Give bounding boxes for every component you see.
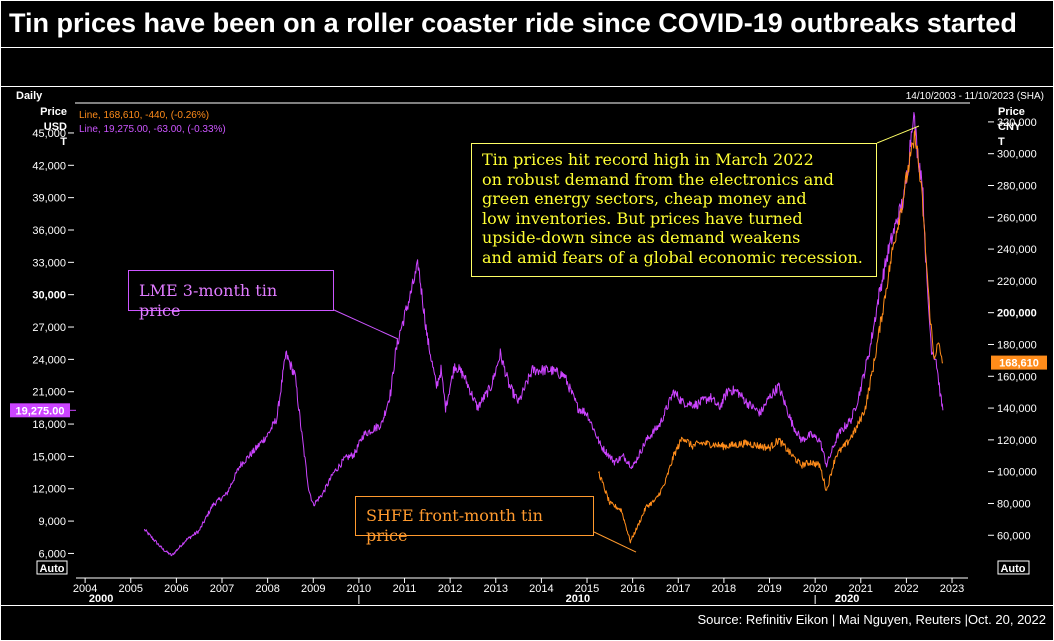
x-axis: 2004 2005 2006 2007 2008 2009 2010 2011 2012 2013… (73, 577, 968, 605)
left-tick-label: 45,000 (32, 128, 66, 140)
left-auto-label: Auto (39, 563, 64, 575)
lme-callout-text: LME 3-month tin price (139, 281, 278, 320)
x-tick-label: 2005 (119, 583, 143, 595)
decade-label: 2000 (89, 593, 113, 605)
shfe-callout-text: SHFE front-month tin price (366, 506, 543, 545)
decade-label: 2010 (566, 593, 590, 605)
note-line: upside-down since as demand weakens (482, 228, 801, 247)
x-tick-label: 2018 (712, 583, 736, 595)
note-line: and amid fears of a global economic rece… (482, 247, 863, 267)
right-tick-label: 260,000 (997, 212, 1037, 224)
right-tick-label: 120,000 (997, 435, 1037, 447)
x-tick-label: 2010 (347, 583, 371, 595)
note-line: low inventories. But prices have turned (482, 208, 803, 228)
note-line: Tin prices hit record high in March 2022 (482, 150, 814, 169)
right-axis-label-line: Price (998, 106, 1025, 118)
shfe-callout: SHFE front-month tin price (355, 496, 594, 545)
x-tick-label: 2014 (529, 583, 553, 595)
x-tick-label: 2004 (73, 583, 97, 595)
date-range-label: 14/10/2003 - 11/10/2023 (SHA) (906, 91, 1044, 102)
x-tick-label: 2019 (757, 583, 781, 595)
right-tick-label: 300,000 (997, 149, 1037, 161)
right-tick-label: 80,000 (997, 498, 1031, 510)
x-tick-label: 2023 (940, 583, 964, 595)
right-tick-label: 240,000 (997, 244, 1037, 256)
x-tick-label: 2022 (894, 583, 918, 595)
right-auto-button[interactable]: Auto (997, 560, 1030, 575)
right-tick-label: 140,000 (997, 403, 1037, 415)
left-tick-label: 33,000 (32, 257, 66, 269)
legend-entry-shfe: Line, 168,610, -440, (-0.26%) (79, 110, 209, 121)
page-title: Tin prices have been on a roller coaster… (9, 8, 1017, 38)
lme-last-value: 19,275.00 (16, 405, 65, 417)
x-tick-label: 2011 (393, 583, 417, 595)
right-tick-label: 100,000 (997, 467, 1037, 479)
lme-callout-leader (333, 309, 399, 340)
lme-last-value-badge: 19,275.00 (10, 403, 70, 418)
right-tick-label: 180,000 (997, 339, 1037, 351)
right-tick-label: 160,000 (997, 371, 1037, 383)
left-tick-label: 15,000 (32, 451, 66, 463)
x-tick-label: 2007 (210, 583, 234, 595)
right-auto-label: Auto (1000, 563, 1025, 575)
shfe-last-value: 168,610 (999, 358, 1039, 370)
left-tick-label: 27,000 (32, 322, 66, 334)
source-credit: Source: Refinitiv Eikon | Mai Nguyen, Re… (697, 612, 1046, 627)
left-tick-label: 21,000 (32, 387, 66, 399)
right-tick-label: 280,000 (997, 180, 1037, 192)
note-line: on robust demand from the electronics an… (482, 169, 834, 189)
left-tick-label: 30,000 (32, 290, 66, 302)
x-tick-label: 2020 (803, 583, 827, 595)
right-axis-label-line: CNY (998, 121, 1022, 133)
left-tick-label: 12,000 (32, 484, 66, 496)
left-tick-label: 9,000 (38, 516, 66, 528)
left-axis-label-line: Price (40, 106, 67, 118)
x-tick-label: 2012 (438, 583, 462, 595)
shfe-price-line (597, 129, 944, 544)
note-line: green energy sectors, cheap money and (482, 189, 807, 208)
x-tick-label: 2021 (849, 583, 873, 595)
left-tick-label: 6,000 (38, 548, 66, 560)
record-high-note: Tin prices hit record high in March 2022… (471, 143, 877, 277)
left-tick-label: 24,000 (32, 354, 66, 366)
x-tick-label: 2009 (301, 583, 325, 595)
note-callout-leader (876, 125, 920, 144)
legend-entry-lme: Line, 19,275.00, -63.00, (-0.33%) (79, 124, 226, 135)
decade-label: 2020 (835, 593, 859, 605)
left-axis: 45,000 42,000 39,000 36,000 33,000 30,000 27,0… (32, 128, 74, 560)
x-tick-label: 2013 (484, 583, 508, 595)
x-tick-label: 2016 (620, 583, 644, 595)
x-tick-label: 2017 (666, 583, 690, 595)
right-tick-label: 220,000 (997, 276, 1037, 288)
right-axis-label-line: T (998, 136, 1005, 148)
shfe-last-value-badge: 168,610 (991, 355, 1047, 370)
right-tick-label: 60,000 (997, 530, 1031, 542)
lme-callout: LME 3-month tin price (128, 270, 334, 320)
left-axis-label-line: USD (44, 121, 67, 133)
x-tick-label: 2006 (164, 583, 188, 595)
x-tick-label: 2015 (575, 583, 599, 595)
left-tick-label: 39,000 (32, 193, 66, 205)
left-tick-label: 18,000 (32, 419, 66, 431)
right-tick-label: 320,000 (997, 117, 1037, 129)
frequency-label: Daily (16, 90, 43, 102)
left-tick-label: 36,000 (32, 225, 66, 237)
left-auto-button[interactable]: Auto (36, 560, 68, 575)
left-axis-label-line: T (60, 136, 67, 148)
right-axis: 320,000 300,000 280,000 260,000 240,000 220,0… (988, 117, 1037, 542)
x-tick-label: 2008 (255, 583, 279, 595)
series-layer (70, 112, 944, 557)
right-tick-label: 200,000 (997, 308, 1037, 320)
lme-price-line (143, 112, 944, 557)
shfe-callout-leader (593, 531, 637, 553)
left-tick-label: 42,000 (32, 160, 66, 172)
